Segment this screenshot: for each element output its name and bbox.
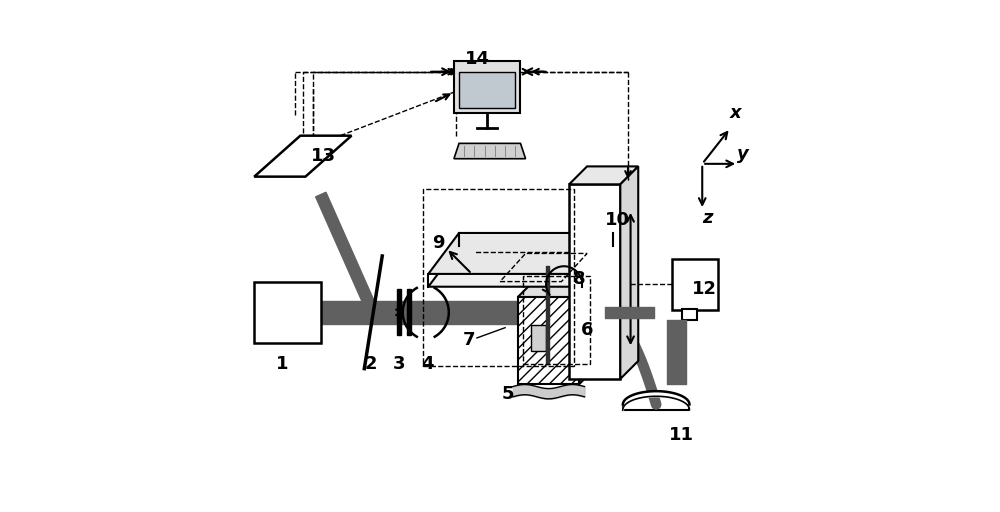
Text: y: y [737, 145, 749, 163]
FancyBboxPatch shape [454, 61, 520, 113]
Bar [423, 189, 574, 366]
Text: 2: 2 [365, 354, 377, 373]
FancyBboxPatch shape [407, 289, 411, 335]
Text: 8: 8 [573, 270, 586, 288]
FancyBboxPatch shape [293, 148, 313, 164]
Polygon shape [428, 246, 613, 287]
Text: 3: 3 [392, 354, 405, 373]
Polygon shape [569, 184, 620, 379]
Polygon shape [569, 166, 638, 184]
Text: x: x [730, 104, 741, 122]
Text: 4: 4 [421, 354, 434, 373]
Text: 10: 10 [605, 211, 630, 229]
Polygon shape [254, 136, 352, 177]
Polygon shape [518, 297, 579, 384]
FancyBboxPatch shape [672, 259, 718, 310]
FancyBboxPatch shape [397, 289, 401, 335]
FancyBboxPatch shape [531, 325, 546, 351]
Text: z: z [702, 209, 713, 227]
Text: 14: 14 [464, 50, 489, 68]
Polygon shape [428, 233, 613, 274]
Text: 12: 12 [692, 280, 717, 298]
Text: 1: 1 [276, 354, 289, 373]
FancyBboxPatch shape [682, 309, 697, 320]
Polygon shape [321, 301, 520, 324]
Polygon shape [620, 166, 638, 379]
Text: 5: 5 [501, 385, 514, 403]
Polygon shape [454, 143, 526, 159]
FancyBboxPatch shape [459, 72, 515, 108]
Bar [523, 276, 590, 364]
Text: 7: 7 [463, 331, 476, 350]
Text: 9: 9 [432, 234, 445, 252]
Text: 11: 11 [669, 426, 694, 444]
Polygon shape [316, 193, 378, 314]
Polygon shape [518, 271, 605, 297]
FancyBboxPatch shape [254, 282, 321, 343]
Text: 13: 13 [311, 147, 336, 165]
Text: 6: 6 [581, 321, 593, 339]
Polygon shape [579, 271, 605, 384]
